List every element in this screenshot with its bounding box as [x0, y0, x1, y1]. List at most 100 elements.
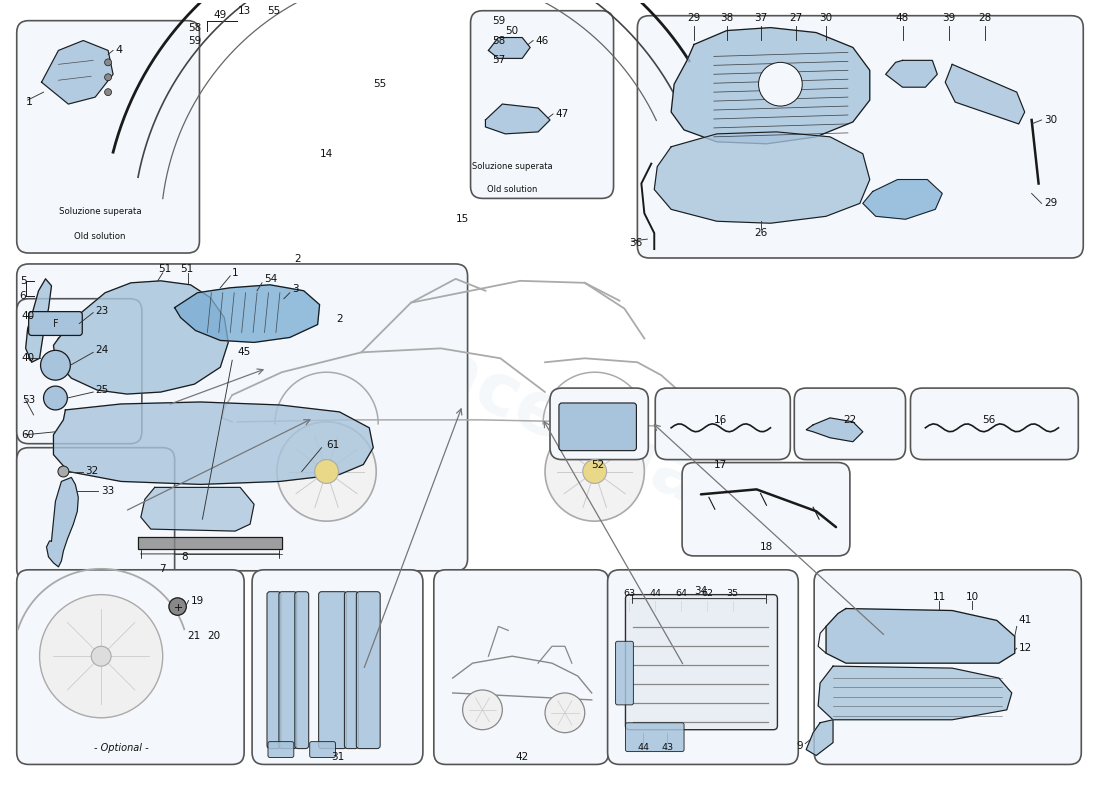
FancyBboxPatch shape [16, 570, 244, 765]
FancyBboxPatch shape [559, 403, 637, 450]
Text: 54: 54 [264, 274, 277, 284]
Text: 56: 56 [982, 415, 996, 425]
Polygon shape [806, 720, 833, 755]
FancyBboxPatch shape [626, 594, 778, 730]
Text: 28: 28 [978, 13, 991, 22]
FancyBboxPatch shape [550, 388, 648, 459]
Circle shape [40, 594, 163, 718]
FancyBboxPatch shape [794, 388, 905, 459]
FancyBboxPatch shape [356, 592, 381, 749]
FancyBboxPatch shape [16, 448, 175, 581]
Text: 64: 64 [675, 589, 688, 598]
Text: 52: 52 [591, 459, 604, 470]
Text: 63: 63 [624, 589, 636, 598]
Text: 59: 59 [188, 35, 201, 46]
Text: 3: 3 [292, 284, 298, 294]
Circle shape [41, 350, 70, 380]
Text: 55: 55 [267, 6, 280, 16]
Circle shape [315, 459, 339, 483]
Text: 58: 58 [188, 22, 201, 33]
Circle shape [58, 466, 69, 477]
Text: since1gar: since1gar [355, 304, 745, 535]
Text: 42: 42 [516, 753, 529, 762]
FancyBboxPatch shape [16, 264, 468, 571]
Polygon shape [654, 132, 870, 223]
Text: Old solution: Old solution [487, 185, 538, 194]
Text: 19: 19 [190, 595, 204, 606]
Text: - Optional -: - Optional - [94, 742, 148, 753]
FancyBboxPatch shape [319, 592, 346, 749]
Text: 58: 58 [493, 35, 506, 46]
Text: 34: 34 [694, 586, 707, 596]
FancyBboxPatch shape [814, 570, 1081, 765]
Text: 55: 55 [373, 79, 386, 90]
Text: 14: 14 [320, 149, 333, 158]
Circle shape [544, 693, 585, 733]
Text: 11: 11 [933, 592, 946, 602]
Text: 36: 36 [629, 238, 642, 248]
Text: 31: 31 [331, 753, 344, 762]
Text: 10: 10 [966, 592, 979, 602]
Circle shape [44, 386, 67, 410]
Text: 2: 2 [294, 254, 300, 264]
Text: 1: 1 [25, 97, 33, 107]
Text: 51: 51 [157, 264, 170, 274]
Circle shape [169, 598, 186, 615]
Circle shape [277, 422, 376, 521]
Text: 40: 40 [22, 310, 35, 321]
Polygon shape [175, 285, 320, 342]
Polygon shape [46, 478, 78, 567]
Polygon shape [671, 28, 870, 144]
FancyBboxPatch shape [637, 16, 1084, 258]
Polygon shape [141, 487, 254, 531]
FancyBboxPatch shape [16, 298, 142, 444]
Circle shape [104, 59, 111, 66]
Text: Soluzione superata: Soluzione superata [58, 207, 142, 216]
Text: 24: 24 [96, 346, 109, 355]
Text: 38: 38 [720, 13, 734, 22]
Polygon shape [54, 402, 373, 485]
Text: 61: 61 [327, 440, 340, 450]
Text: 49: 49 [213, 10, 227, 20]
Polygon shape [818, 666, 1012, 720]
Text: 27: 27 [790, 13, 803, 22]
Text: 2: 2 [337, 314, 343, 323]
Text: 22: 22 [844, 415, 857, 425]
Polygon shape [54, 281, 229, 394]
FancyBboxPatch shape [471, 10, 614, 198]
Text: 40: 40 [22, 354, 35, 363]
Circle shape [91, 646, 111, 666]
Text: 30: 30 [820, 13, 833, 22]
Text: 57: 57 [493, 55, 506, 66]
Text: 62: 62 [701, 589, 713, 598]
Polygon shape [806, 418, 862, 442]
Text: 45: 45 [238, 347, 251, 358]
Text: 44: 44 [637, 743, 649, 752]
Circle shape [759, 62, 802, 106]
Text: 8: 8 [182, 552, 188, 562]
Text: 17: 17 [714, 459, 727, 470]
Text: 44: 44 [649, 589, 661, 598]
Text: 25: 25 [96, 385, 109, 395]
Text: 50: 50 [505, 26, 518, 35]
FancyBboxPatch shape [16, 21, 199, 253]
Text: 23: 23 [96, 306, 109, 316]
Text: 32: 32 [86, 466, 99, 477]
FancyBboxPatch shape [310, 742, 336, 758]
Text: Soluzione superata: Soluzione superata [472, 162, 552, 171]
FancyBboxPatch shape [682, 462, 850, 556]
Text: 6: 6 [20, 290, 26, 301]
Text: 35: 35 [727, 589, 739, 598]
Polygon shape [488, 38, 530, 58]
Polygon shape [138, 537, 282, 549]
FancyBboxPatch shape [433, 570, 608, 765]
FancyBboxPatch shape [252, 570, 422, 765]
Polygon shape [485, 104, 550, 134]
Text: Old solution: Old solution [75, 232, 125, 241]
Circle shape [544, 422, 645, 521]
FancyBboxPatch shape [295, 592, 309, 749]
Text: 1: 1 [232, 268, 239, 278]
Text: F: F [53, 318, 58, 329]
Polygon shape [945, 64, 1025, 124]
Text: 43: 43 [661, 743, 673, 752]
